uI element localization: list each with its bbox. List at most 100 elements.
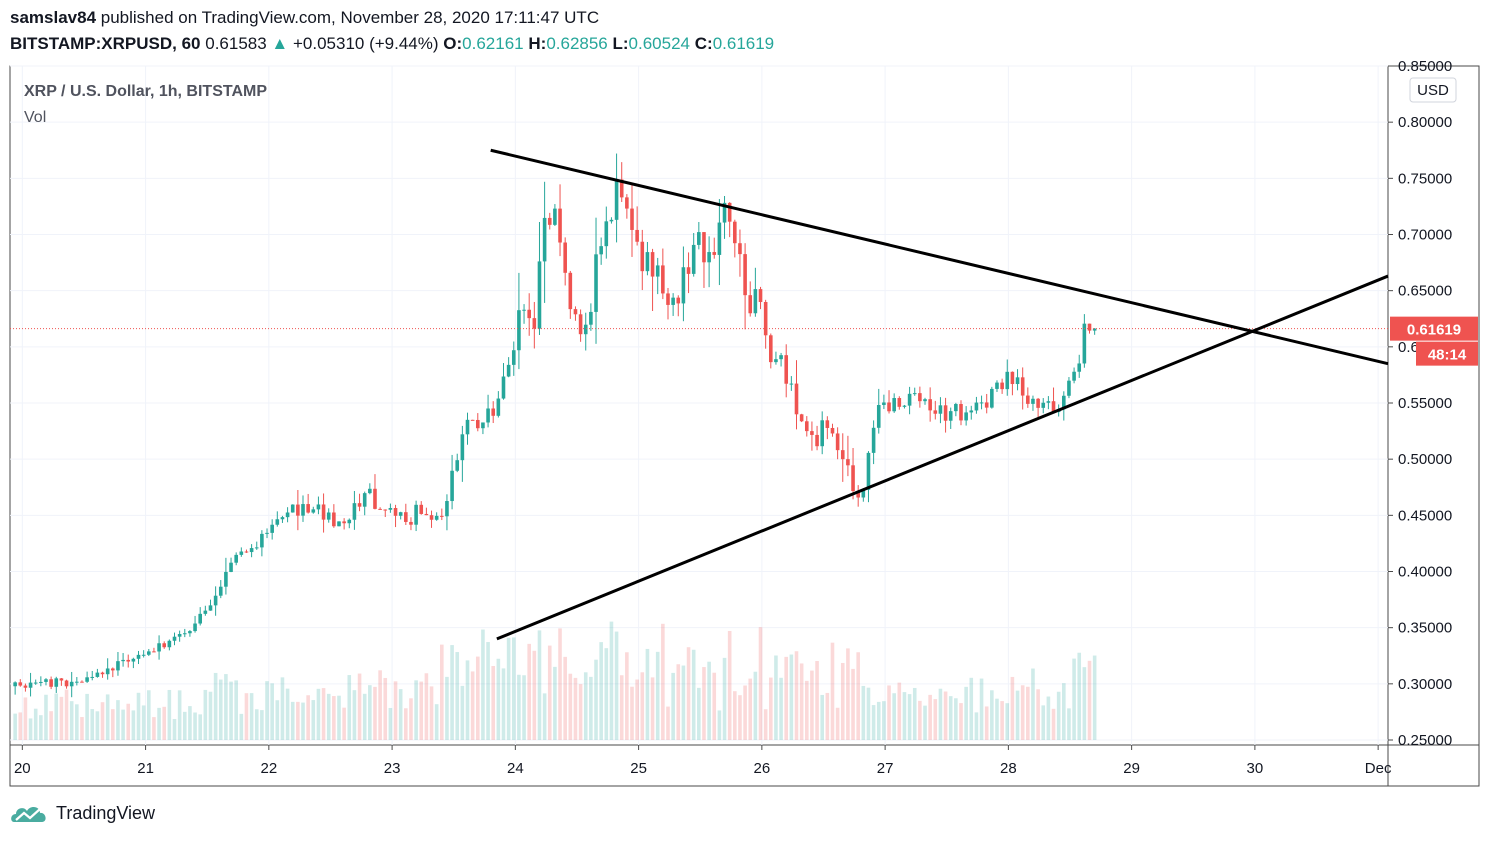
candle-body: [249, 548, 254, 553]
price-tick-label: 0.85000: [1398, 58, 1452, 75]
candle-body: [1072, 371, 1076, 381]
candle-body: [594, 254, 598, 312]
candle-body: [260, 533, 264, 548]
volume-bar: [1082, 667, 1087, 740]
volume-bar: [218, 679, 223, 740]
candle-body: [95, 672, 100, 677]
volume-bar: [296, 701, 300, 740]
candle-body: [727, 202, 732, 222]
price-change: +0.05310 (+9.44%): [292, 34, 439, 53]
candle-body: [804, 421, 809, 432]
price-axis-labels: 0.850000.800000.750000.700000.650000.600…: [1388, 58, 1452, 749]
candle-body: [943, 405, 948, 421]
volume-bar: [1031, 668, 1035, 740]
candle-body: [162, 643, 167, 648]
volume-bar: [393, 681, 398, 740]
volume-bar: [414, 680, 418, 740]
trendlines[interactable]: [490, 148, 1389, 641]
candle-body: [815, 434, 819, 447]
candle-body: [820, 420, 825, 447]
volume-bar: [1000, 701, 1004, 740]
price-chart[interactable]: 0.850000.800000.750000.700000.650000.600…: [0, 0, 1489, 800]
volume-bar: [275, 700, 280, 740]
chart-legend-title: XRP / U.S. Dollar, 1h, BITSTAMP: [24, 83, 267, 100]
candle-body: [784, 355, 789, 384]
currency-button[interactable]: USD: [1409, 77, 1457, 103]
countdown-tag-label: 48:14: [1428, 347, 1467, 364]
volume-bar: [1036, 689, 1040, 740]
volume-bar: [568, 673, 573, 740]
volume-bar: [635, 679, 639, 740]
volume-bar: [789, 654, 794, 740]
candle-body: [1015, 377, 1020, 385]
currency-button-label[interactable]: USD: [1417, 82, 1449, 99]
candle-body: [316, 504, 321, 510]
volume-bar: [75, 704, 79, 740]
volume-bar: [1041, 705, 1046, 740]
volume-bar: [511, 637, 516, 740]
volume-bar: [475, 656, 480, 740]
volume-bar: [969, 677, 974, 740]
volume-bar: [424, 673, 429, 740]
tradingview-logo[interactable]: TradingView: [10, 800, 155, 826]
candle-body: [918, 393, 922, 402]
candle-body: [969, 410, 974, 413]
candle-body: [866, 452, 871, 490]
candle-body: [290, 504, 295, 513]
volume-bar: [784, 656, 789, 740]
candle-body: [794, 383, 799, 415]
volume-bar: [707, 661, 711, 740]
volume-bar: [758, 627, 763, 740]
candle-body: [244, 551, 249, 553]
candle-body: [198, 613, 202, 624]
candle-body: [100, 672, 105, 675]
volume-bar: [450, 645, 454, 740]
volume-bar: [342, 707, 346, 740]
candle-body: [54, 678, 59, 687]
candle-body: [933, 410, 938, 414]
candle-body: [589, 311, 593, 325]
volume-bar: [229, 681, 233, 740]
candle-body: [182, 633, 187, 635]
candle-body: [203, 610, 208, 614]
time-tick-label: 25: [630, 760, 647, 777]
candle-body: [414, 504, 418, 525]
candles: [13, 153, 1097, 698]
time-tick-label: 29: [1123, 760, 1140, 777]
candle-body: [511, 350, 516, 365]
volume-bar: [866, 687, 871, 740]
candle-body: [105, 668, 110, 675]
candle-body: [33, 682, 38, 684]
candle-body: [779, 355, 783, 360]
publisher-name[interactable]: samslav84: [10, 8, 97, 27]
candle-body: [265, 532, 269, 534]
volume-bar: [954, 698, 958, 740]
volume-bar: [455, 652, 460, 740]
candle-body: [208, 605, 213, 611]
high-label: H:: [528, 34, 547, 53]
volume-bar: [697, 687, 701, 740]
volume-bar: [254, 709, 259, 740]
currency-button-frame[interactable]: [1409, 77, 1457, 103]
candle-body: [527, 309, 531, 319]
tradingview-brand[interactable]: TradingView: [56, 802, 156, 823]
candle-body: [126, 659, 131, 662]
volume-bar: [440, 644, 444, 740]
volume-bar: [39, 715, 43, 740]
candle-body: [419, 504, 424, 514]
candle-body: [774, 359, 778, 363]
high-value: 0.62856: [546, 34, 608, 53]
candle-body: [146, 651, 151, 655]
volume-bar: [33, 708, 38, 740]
volume-bar: [126, 703, 131, 740]
candle-body: [368, 488, 372, 494]
candle-body: [141, 654, 146, 656]
volume-bar: [902, 692, 907, 740]
candle-body: [995, 382, 999, 389]
volume-bar: [553, 666, 557, 740]
candle-body: [1041, 402, 1046, 408]
volume-bar: [54, 693, 59, 740]
candle-body: [296, 504, 300, 516]
volume-bar: [897, 682, 902, 740]
open-value: 0.62161: [462, 34, 524, 53]
